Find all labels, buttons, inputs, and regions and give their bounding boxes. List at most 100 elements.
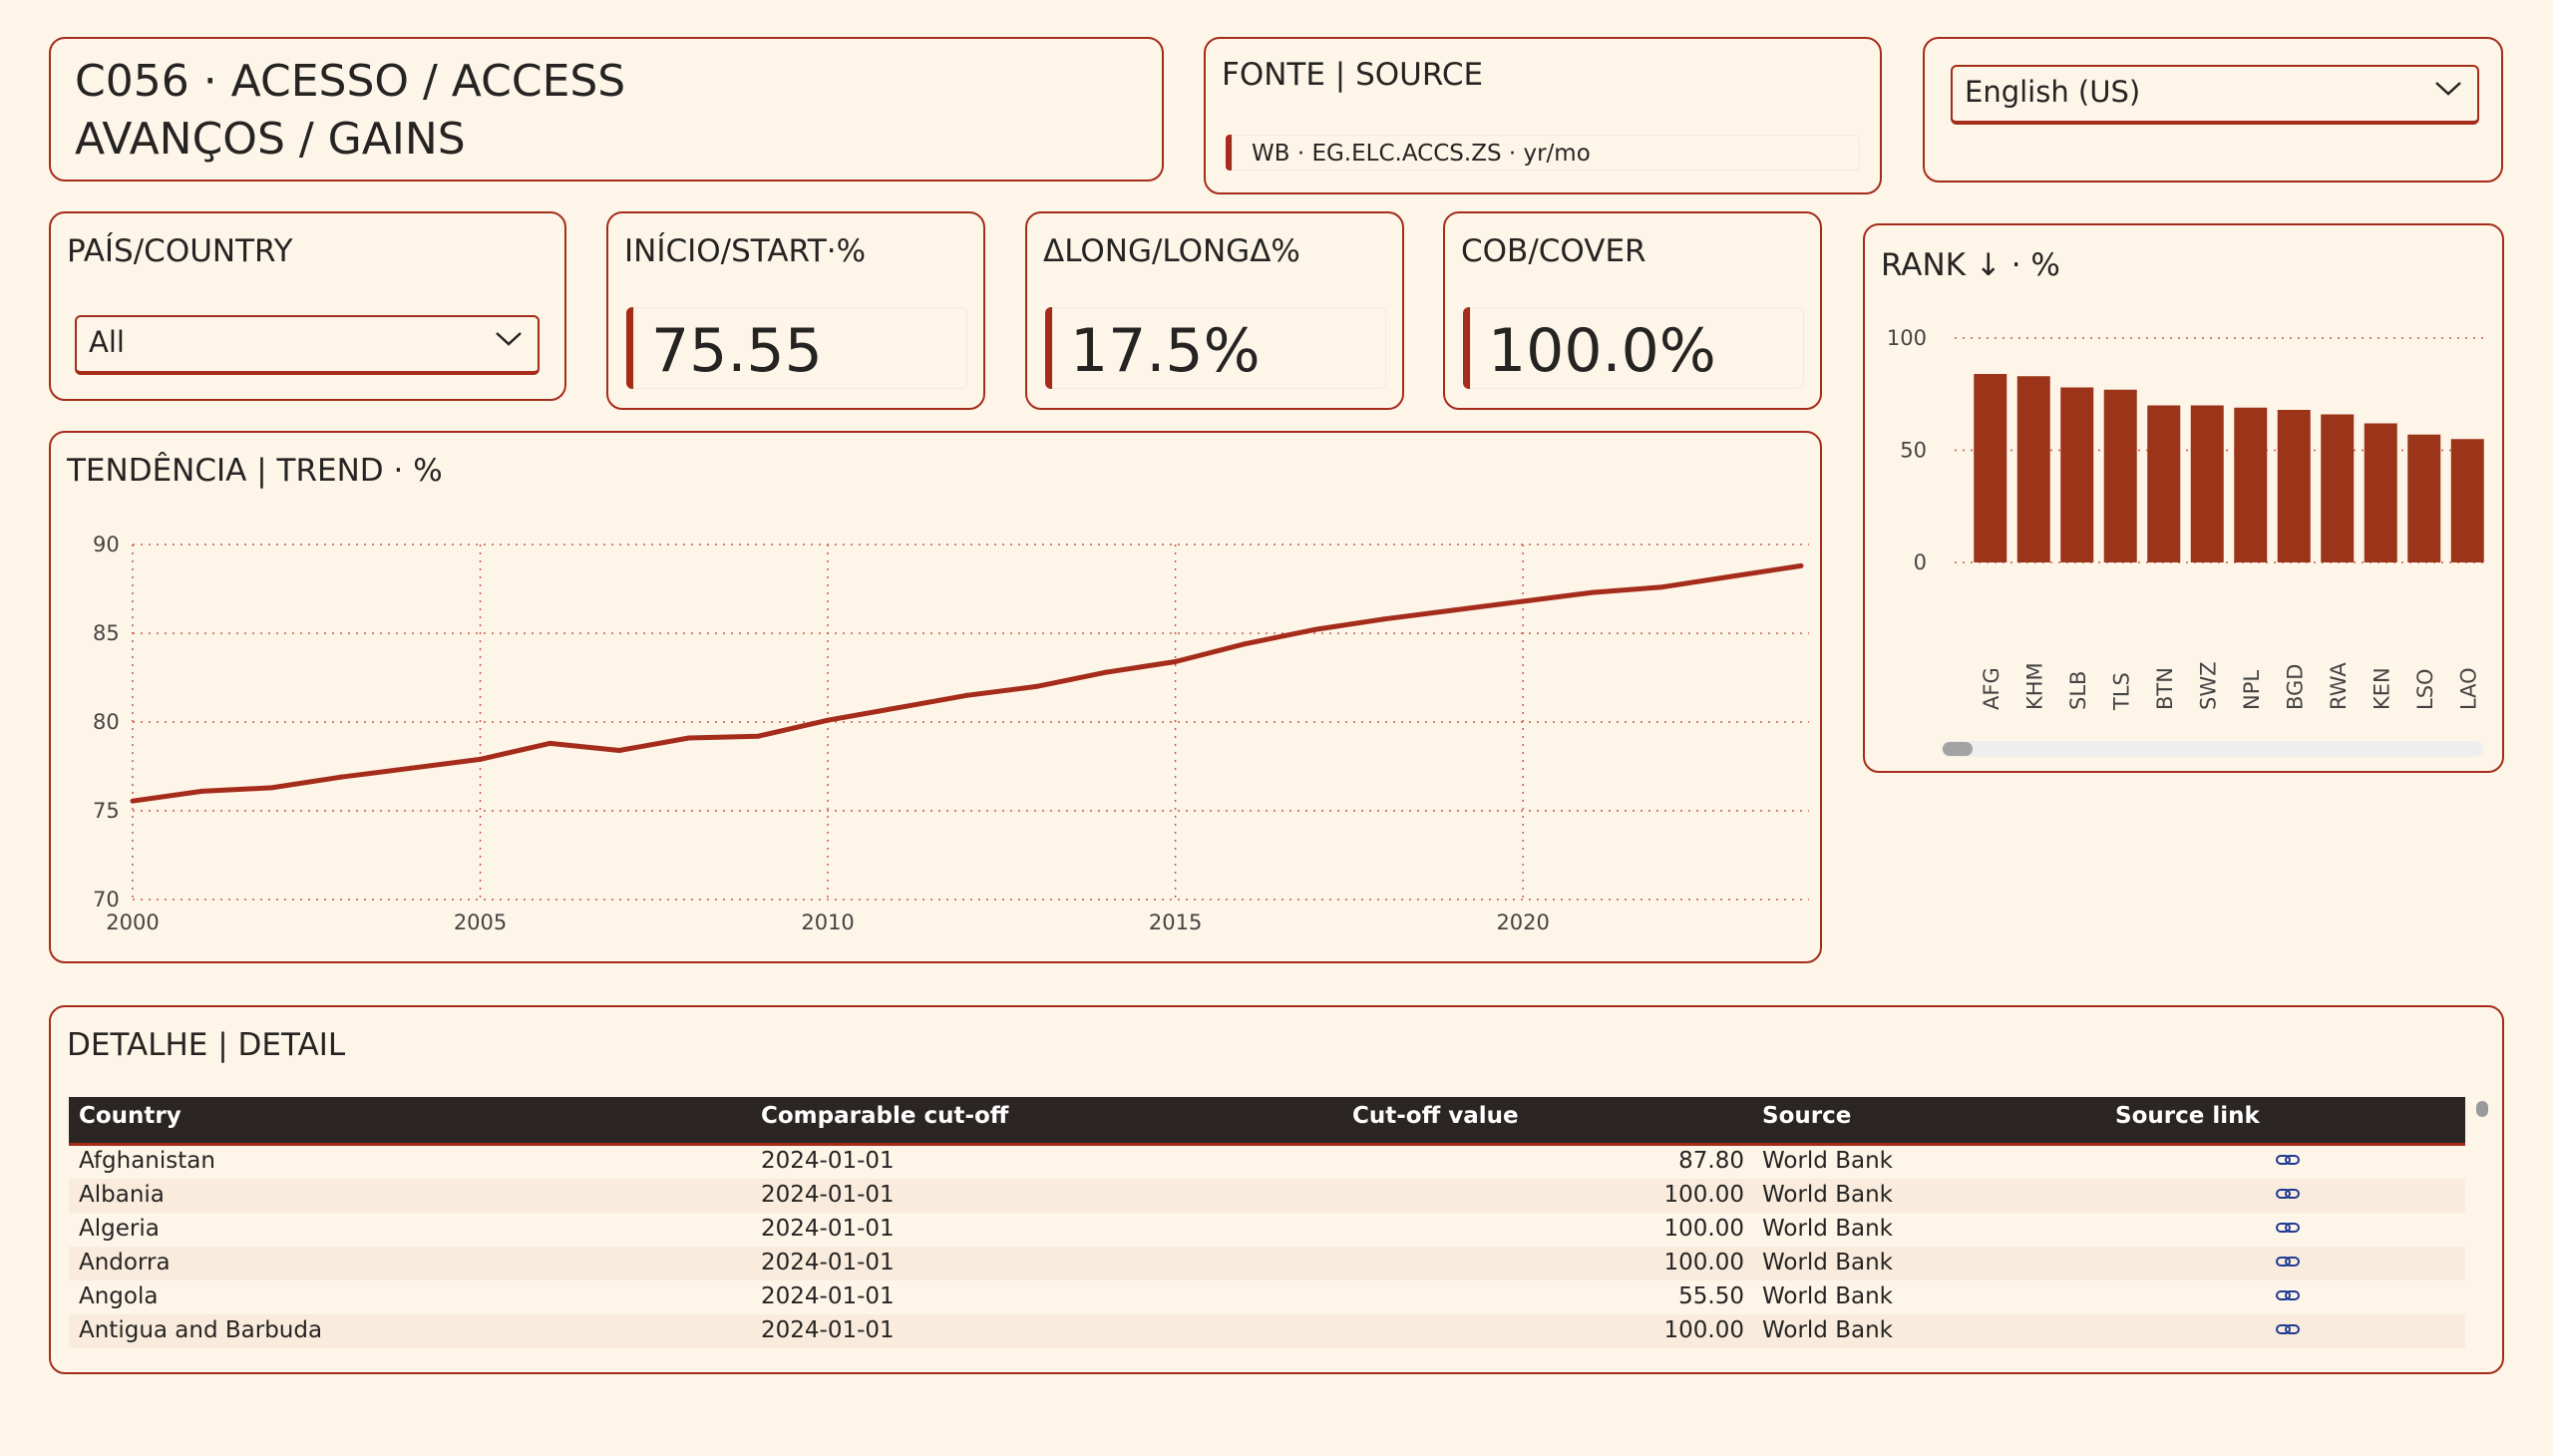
detail-card: DETALHE | DETAIL Country Comparable cut-…	[49, 1005, 2504, 1374]
rank-scrollbar[interactable]	[1941, 741, 2483, 757]
table-header: Country Comparable cut-off Cut-off value…	[69, 1097, 2465, 1146]
cell-country: Albania	[79, 1182, 165, 1208]
rank-card: RANK ↓ · % 0 50 100 AFG KHM SLB TLS BTN SWZ NPL BG…	[1863, 223, 2504, 773]
link-icon[interactable]	[2275, 1217, 2301, 1243]
cell-source: World Bank	[1762, 1182, 1893, 1208]
cell-cutoff: 2024-01-01	[761, 1148, 895, 1174]
kpi-cover-title: COB/COVER	[1461, 233, 1646, 269]
trend-chart: 70 75 80 85 90 2000 2005 2010 2015 2020	[93, 533, 1809, 934]
link-icon[interactable]	[2275, 1318, 2301, 1344]
link-icon[interactable]	[2275, 1149, 2301, 1175]
cell-cutoff: 2024-01-01	[761, 1182, 895, 1208]
col-source[interactable]: Source	[1762, 1103, 1852, 1129]
cell-cutoff: 2024-01-01	[761, 1283, 895, 1309]
link-icon[interactable]	[2275, 1284, 2301, 1310]
rank-bar	[1974, 374, 2007, 562]
trend-card: TENDÊNCIA | TREND · % 70 75 80 85 90 2000 2005…	[49, 431, 1822, 963]
country-card: PAÍS/COUNTRY All	[49, 211, 566, 401]
rank-bar	[2277, 410, 2311, 562]
kpi-start-title: INÍCIO/START·%	[624, 233, 867, 269]
kpi-start-value: 75.55	[651, 316, 823, 386]
page-title-line2: AVANÇOS / GAINS	[75, 114, 466, 165]
trend-xtick-label: 2015	[1149, 910, 1202, 934]
col-country[interactable]: Country	[79, 1103, 182, 1129]
cell-source: World Bank	[1762, 1250, 1893, 1275]
kpi-delta-box: 17.5%	[1045, 307, 1386, 389]
rank-scrollbar-thumb[interactable]	[1943, 742, 1973, 756]
trend-point	[1798, 562, 1804, 568]
rank-xtick-label: RWA	[2327, 662, 2351, 710]
cell-value: 100.00	[1663, 1182, 1744, 1208]
rank-chart: 0 50 100 AFG KHM SLB TLS BTN SWZ NPL BGD RWA KEN LSO L…	[1887, 326, 2485, 711]
rank-xtick-label: AFG	[1980, 667, 2004, 710]
source-chip: WB · EG.ELC.ACCS.ZS · yr/mo	[1226, 135, 1860, 171]
trend-point	[1173, 658, 1179, 664]
trend-xtick-label: 2005	[454, 910, 507, 934]
source-card: FONTE | SOURCE WB · EG.ELC.ACCS.ZS · yr/…	[1204, 37, 1882, 194]
rank-bar	[2060, 387, 2094, 562]
kpi-start-card: INÍCIO/START·% 75.55	[606, 211, 985, 410]
rank-xtick-label: BGD	[2283, 664, 2307, 710]
cell-value: 100.00	[1663, 1216, 1744, 1242]
source-text: WB · EG.ELC.ACCS.ZS · yr/mo	[1252, 141, 1591, 167]
kpi-cover-box: 100.0%	[1463, 307, 1804, 389]
trend-ytick-label: 85	[93, 621, 120, 645]
trend-ytick-label: 75	[93, 799, 120, 823]
table-row: Antigua and Barbuda 2024-01-01 100.00 World…	[69, 1314, 2465, 1348]
rank-bar	[2234, 407, 2268, 562]
cell-country: Andorra	[79, 1250, 171, 1275]
cell-value: 100.00	[1663, 1317, 1744, 1343]
cell-source: World Bank	[1762, 1216, 1893, 1242]
cell-cutoff: 2024-01-01	[761, 1216, 895, 1242]
trend-point	[755, 733, 761, 739]
rank-xtick-label: NPL	[2240, 670, 2264, 710]
table-row: Angola 2024-01-01 55.50 World Bank	[69, 1280, 2465, 1314]
trend-point	[1590, 589, 1596, 595]
rank-bar	[2450, 439, 2484, 562]
country-value: All	[89, 325, 125, 359]
trend-point	[1242, 641, 1248, 647]
trend-point	[199, 788, 205, 794]
kpi-delta-value: 17.5%	[1070, 316, 1261, 386]
trend-point	[1103, 669, 1109, 675]
table-row: Andorra 2024-01-01 100.00 World Bank	[69, 1247, 2465, 1280]
link-icon[interactable]	[2275, 1183, 2301, 1209]
rank-xtick-label: KEN	[2370, 667, 2393, 710]
rank-ytick-label: 0	[1914, 550, 1927, 574]
country-dropdown[interactable]: All	[75, 315, 540, 375]
table-row: Algeria 2024-01-01 100.00 World Bank	[69, 1213, 2465, 1247]
rank-ytick-label: 100	[1887, 326, 1927, 350]
trend-point	[1311, 626, 1317, 632]
rank-bar	[2147, 405, 2181, 562]
table-scrollbar-thumb[interactable]	[2476, 1101, 2488, 1117]
chevron-down-icon	[494, 329, 524, 353]
trend-xtick-label: 2010	[801, 910, 854, 934]
trend-point	[408, 765, 414, 771]
trend-point	[1033, 683, 1039, 689]
page-title: C056 · ACESSO / ACCESS AVANÇOS / GAINS	[75, 53, 625, 169]
title-card: C056 · ACESSO / ACCESS AVANÇOS / GAINS	[49, 37, 1164, 182]
country-title: PAÍS/COUNTRY	[67, 233, 293, 269]
col-cutoff[interactable]: Comparable cut-off	[761, 1103, 1009, 1129]
rank-xtick-label: SWZ	[2196, 662, 2220, 710]
col-value[interactable]: Cut-off value	[1352, 1103, 1519, 1129]
col-source-link[interactable]: Source link	[2115, 1103, 2260, 1129]
kpi-cover-value: 100.0%	[1488, 316, 1716, 386]
link-icon[interactable]	[2275, 1251, 2301, 1276]
rank-bar	[2103, 389, 2137, 562]
cell-value: 100.00	[1663, 1250, 1744, 1275]
source-title: FONTE | SOURCE	[1222, 57, 1484, 93]
language-dropdown[interactable]: English (US)	[1951, 65, 2479, 125]
rank-xtick-label: LSO	[2413, 668, 2437, 710]
cell-cutoff: 2024-01-01	[761, 1317, 895, 1343]
rank-xtick-label: LAO	[2456, 667, 2480, 710]
cell-source: World Bank	[1762, 1283, 1893, 1309]
rank-xtick-label: BTN	[2153, 667, 2177, 710]
trend-point	[338, 774, 344, 780]
rank-xtick-label: TLS	[2109, 672, 2133, 711]
trend-ytick-label: 90	[93, 533, 120, 556]
trend-xtick-label: 2020	[1496, 910, 1549, 934]
rank-xtick-label: KHM	[2022, 662, 2046, 710]
trend-ytick-label: 80	[93, 710, 120, 734]
trend-point	[547, 740, 552, 746]
